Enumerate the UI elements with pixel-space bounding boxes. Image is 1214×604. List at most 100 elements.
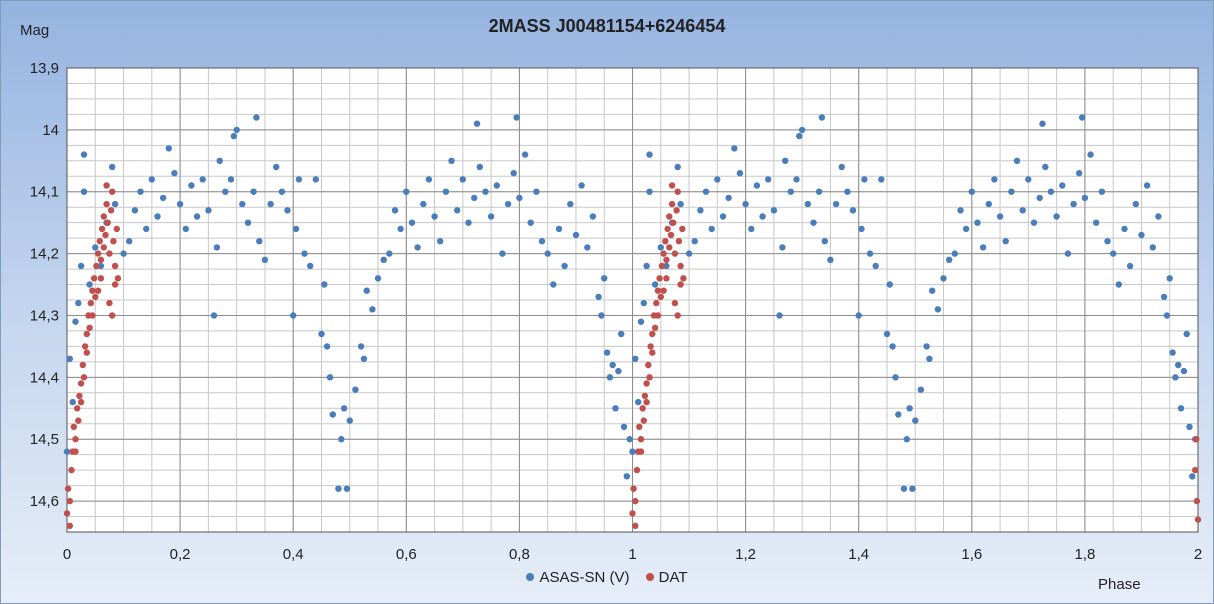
dat-point — [671, 250, 679, 257]
dat-point — [1193, 497, 1201, 505]
asas-sn-point — [1183, 330, 1190, 338]
asas-sn-point — [1030, 219, 1038, 226]
asas-sn-point — [143, 225, 150, 233]
asas-sn-point — [360, 355, 368, 362]
asas-sn-point — [753, 182, 761, 189]
asas-sn-point — [109, 163, 116, 171]
asas-sn-point — [431, 213, 438, 220]
dat-point — [89, 312, 96, 319]
asas-sn-point — [962, 225, 970, 233]
asas-sn-point — [369, 306, 376, 313]
plot-border — [66, 67, 1199, 533]
asas-sn-point — [827, 256, 834, 263]
x-tick-label: 0,6 — [396, 546, 417, 563]
dat-point — [667, 231, 675, 239]
dat-point — [658, 262, 666, 270]
y-tick-label: 13,9 — [30, 60, 59, 77]
dat-point — [629, 510, 636, 517]
asas-sn-point — [900, 485, 908, 492]
asas-sn-point — [233, 126, 240, 134]
asas-sn-point — [318, 330, 325, 338]
asas-sn-point — [386, 250, 393, 257]
asas-sn-point — [111, 200, 119, 208]
asas-sn-point — [1166, 275, 1173, 282]
asas-sn-point — [482, 188, 489, 195]
asas-sn-point — [838, 163, 845, 171]
dat-point — [666, 213, 673, 220]
asas-sn-point — [126, 238, 133, 245]
asas-sn-point — [951, 250, 958, 257]
asas-sn-point — [1110, 250, 1117, 257]
x-tick-label: 1,4 — [848, 546, 869, 563]
asas-sn-point — [420, 200, 427, 208]
asas-sn-point — [159, 194, 167, 202]
dat-point — [97, 256, 105, 263]
dat-point — [66, 522, 74, 529]
dat-point — [94, 287, 102, 294]
asas-sn-point — [521, 151, 529, 158]
dat-point — [664, 225, 671, 233]
y-tick-label: 14,4 — [30, 369, 59, 386]
asas-sn-point — [832, 200, 840, 208]
asas-sn-point — [165, 145, 172, 152]
asas-sn-point — [1172, 374, 1179, 381]
asas-sn-point — [844, 188, 851, 195]
dat-point — [640, 417, 647, 424]
dat-point — [1193, 436, 1200, 443]
dat-point — [83, 349, 91, 356]
dat-point — [663, 275, 670, 282]
asas-sn-point — [1087, 151, 1094, 158]
dat-point — [94, 250, 102, 257]
asas-sn-point — [295, 176, 303, 183]
asas-sn-point — [1180, 367, 1188, 375]
asas-sn-point — [731, 145, 738, 152]
dat-point — [96, 238, 104, 245]
asas-sn-point — [606, 374, 614, 381]
asas-sn-point — [708, 225, 715, 233]
asas-sn-point — [810, 219, 817, 226]
asas-sn-point — [892, 374, 899, 381]
asas-sn-point — [1002, 238, 1009, 245]
dat-point — [657, 293, 664, 301]
dat-point — [1192, 466, 1199, 474]
dat-point — [103, 182, 110, 189]
asas-sn-point — [883, 330, 891, 338]
dat-point — [81, 343, 89, 350]
dat-point — [106, 299, 113, 307]
asas-sn-point — [736, 170, 744, 177]
legend-marker-asas-sn — [526, 573, 535, 581]
asas-sn-point — [1169, 349, 1176, 356]
asas-sn-point — [1070, 200, 1077, 208]
legend-label-dat: DAT — [658, 568, 688, 586]
asas-sn-point — [1081, 194, 1089, 202]
legend-marker-dat — [645, 573, 654, 581]
dat-point — [645, 361, 652, 369]
asas-sn-point — [637, 318, 645, 325]
asas-sn-point — [380, 256, 387, 263]
dat-point — [668, 182, 676, 189]
dat-point — [660, 287, 667, 294]
asas-sn-point — [615, 367, 622, 375]
dat-point — [654, 287, 662, 294]
asas-sn-point — [343, 485, 351, 492]
legend-item-asas-sn: ASAS-SN (V) — [526, 569, 629, 586]
dat-point — [74, 405, 81, 412]
asas-sn-point — [516, 194, 523, 202]
dat-point — [633, 466, 641, 474]
dat-point — [679, 225, 686, 233]
asas-sn-point — [886, 281, 893, 288]
asas-sn-point — [75, 299, 82, 307]
asas-sn-point — [1064, 250, 1072, 257]
asas-sn-point — [476, 163, 483, 171]
asas-sn-point — [397, 225, 404, 233]
asas-sn-point — [866, 250, 874, 257]
asas-sn-point — [403, 188, 410, 195]
asas-sn-point — [770, 207, 778, 214]
asas-sn-point — [278, 188, 286, 195]
dat-point — [666, 244, 673, 251]
asas-sn-point — [131, 207, 139, 214]
dat-point — [90, 275, 98, 282]
dat-point — [114, 275, 122, 282]
dat-point — [671, 299, 679, 307]
asas-sn-point — [974, 219, 981, 226]
